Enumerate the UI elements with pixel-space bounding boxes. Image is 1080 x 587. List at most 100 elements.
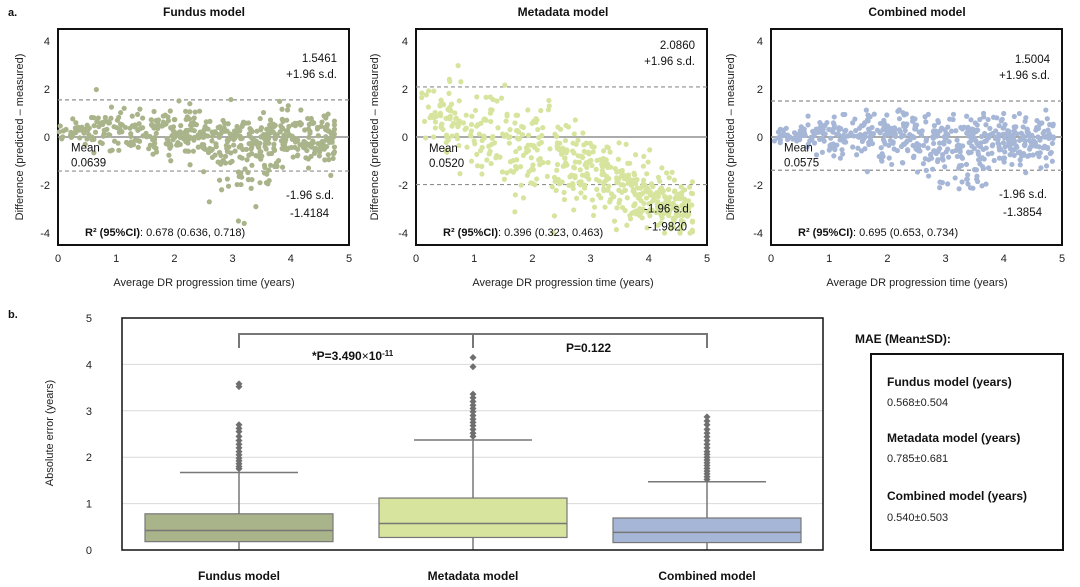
p-value-exponent: -11	[382, 349, 394, 358]
scatter-point	[553, 133, 560, 140]
scatter-point	[940, 157, 946, 163]
scatter-point	[877, 120, 884, 127]
r2-key: R² (95%CI)	[85, 227, 140, 239]
plot-frame	[121, 317, 824, 551]
scatter-point	[645, 186, 651, 192]
scatter-point	[175, 142, 181, 148]
y-tick-label: -2	[398, 180, 408, 192]
scatter-point	[281, 146, 288, 152]
scatter-point	[244, 157, 250, 163]
scatter-point	[861, 135, 867, 141]
scatter-point	[213, 144, 219, 150]
scatter-point	[600, 155, 606, 162]
scatter-point	[964, 176, 970, 182]
scatter-point	[981, 156, 987, 162]
scatter-point	[545, 159, 551, 166]
r2-annotation: R² (95%CI): 0.695 (0.653, 0.734)	[798, 227, 958, 239]
outlier-point	[235, 444, 243, 452]
outlier-point	[703, 433, 711, 441]
scatter-point	[455, 63, 461, 69]
scatter-point	[842, 111, 848, 118]
scatter-point	[936, 145, 943, 152]
scatter-point	[533, 116, 539, 122]
y-axis-label: Absolute error (years)	[44, 380, 56, 486]
scatter-point	[961, 124, 967, 130]
scatter-point	[1022, 142, 1028, 149]
scatter-point	[969, 127, 975, 133]
scatter-point	[101, 127, 107, 133]
x-axis-label: Average DR progression time (years)	[826, 277, 1007, 289]
lower-sd-text: -1.96 s.d.	[644, 204, 692, 216]
scatter-point	[535, 126, 541, 133]
scatter-point	[234, 181, 240, 188]
scatter-point	[331, 122, 338, 128]
scatter-point	[975, 151, 982, 157]
scatter-point	[589, 197, 596, 203]
scatter-point	[632, 181, 639, 187]
scatter-point	[865, 112, 871, 118]
scatter-point	[586, 151, 592, 157]
scatter-point	[599, 171, 605, 178]
scatter-point	[118, 110, 124, 116]
lower-sd-value: -1.4184	[290, 208, 330, 220]
scatter-point	[1017, 162, 1023, 168]
scatter-point	[443, 115, 449, 122]
outlier-point	[469, 415, 477, 423]
scatter-point	[974, 176, 980, 182]
scatter-point	[205, 149, 212, 156]
scatter-point	[923, 167, 929, 173]
scatter-point	[553, 187, 559, 194]
scatter-point	[901, 132, 907, 139]
scatter-point	[996, 123, 1002, 129]
scatter-point	[945, 181, 951, 187]
scatter-point	[671, 177, 678, 183]
scatter-point	[655, 174, 662, 180]
outlier-point	[703, 436, 711, 444]
scatter-point	[546, 103, 552, 109]
scatter-point	[517, 164, 524, 170]
scatter-point	[272, 135, 278, 141]
scatter-point	[974, 140, 980, 147]
scatter-point	[114, 125, 120, 131]
scatter-point	[267, 124, 273, 130]
scatter-point	[550, 230, 556, 236]
scatter-points	[56, 86, 338, 226]
scatter-point	[616, 200, 622, 206]
scatter-point	[568, 182, 574, 188]
scatter-point	[777, 137, 783, 143]
scatter-point	[816, 128, 822, 135]
scatter-point	[611, 194, 617, 200]
scatter-point	[102, 114, 108, 121]
scatter-point	[922, 114, 928, 120]
scatter-point	[937, 128, 943, 134]
scatter-point	[73, 120, 79, 126]
scatter-point	[625, 172, 632, 178]
x-tick-label: 3	[230, 253, 236, 265]
upper-sd-text: +1.96 s.d.	[644, 56, 695, 68]
scatter-point	[84, 122, 90, 128]
scatter-point	[216, 177, 223, 183]
scatter-point	[970, 131, 976, 137]
outlier-point	[469, 363, 477, 371]
scatter-point	[565, 124, 572, 130]
scatter-point	[923, 119, 929, 125]
scatter-point	[940, 152, 946, 158]
scatter-point	[116, 114, 122, 121]
scatter-point	[665, 186, 672, 193]
scatter-point	[151, 144, 157, 150]
scatter-point	[946, 139, 952, 145]
panel-b-label: b.	[8, 309, 18, 321]
scatter-point	[249, 151, 255, 157]
scatter-point	[1024, 153, 1031, 159]
scatter-point	[168, 125, 174, 131]
scatter-point	[649, 207, 655, 213]
scatter-point	[627, 216, 634, 222]
scatter-point	[537, 156, 543, 162]
x-tick-label: 2	[171, 253, 177, 265]
scatter-point	[950, 111, 957, 117]
scatter-point	[499, 169, 505, 175]
scatter-point	[1050, 121, 1056, 127]
scatter-point	[922, 156, 928, 162]
scatter-point	[965, 181, 971, 187]
scatter-point	[432, 125, 438, 131]
